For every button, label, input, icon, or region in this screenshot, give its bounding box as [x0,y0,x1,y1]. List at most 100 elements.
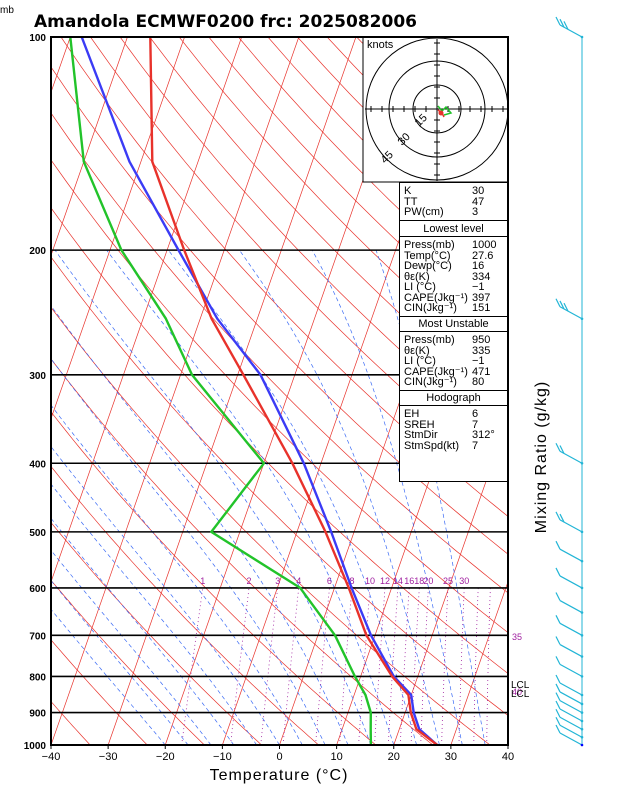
wind-barb [555,442,584,465]
wind-barb [555,615,584,637]
index-value: 80 [472,376,485,388]
mixing-ratio-label: 16 [404,576,414,586]
moist-adiabat [51,446,280,745]
wind-barb [555,298,584,321]
index-row: Press(mb) 1000 [404,240,503,251]
pressure-tick-label: 800 [29,672,46,683]
isotherm [507,743,508,745]
wind-barb [555,683,584,706]
parcel-profile [80,37,438,745]
x-tick-label: −10 [213,751,232,763]
general-indices: K 30 TT 47 PW(cm) 3 [400,183,507,220]
wind-barb [555,656,584,678]
index-row: Dewp(°C) 16 [404,261,503,272]
wind-barb [555,708,584,731]
pressure-tick-label: 600 [29,584,46,595]
moist-adiabat [51,549,212,745]
mixing-ratio-line [282,587,300,745]
index-label: Press(mb) [404,239,455,251]
mixing-ratio-label: 4 [296,576,301,586]
isotherm [450,580,508,745]
index-row: θε(K) 335 [404,345,503,357]
wind-barb [555,700,584,723]
wind-barb [555,567,584,590]
mixing-ratio-line [486,587,491,745]
lowest-level-heading: Lowest level [400,219,507,237]
pressure-tick-label: 1000 [24,741,47,752]
index-label: CIN(Jkg⁻¹) [404,376,457,388]
mixing-ratio-label: 8 [349,576,354,586]
lcl-label: LCL [511,680,530,691]
moist-adiabat [168,249,417,745]
index-row: Temp(°C) 27.6 [404,249,503,262]
pressure-unit-label: mb [0,5,14,16]
isotherm [51,37,243,583]
pressure-tick-label: 100 [29,33,46,44]
x-tick-label: 20 [388,751,400,763]
index-value: 16 [472,260,485,272]
x-tick-label: 30 [445,751,457,763]
index-label: CAPE(Jkg⁻¹) [404,291,468,304]
mixing-ratio-label: 25 [443,576,453,586]
index-row: PW(cm) 3 [404,207,503,218]
mixing-ratio-line [473,587,479,745]
pressure-tick-label: 200 [29,246,46,257]
mixing-ratio-label: 40 [512,687,522,697]
index-label: θε(K) [404,270,430,283]
x-tick-label: −40 [42,751,61,763]
pressure-tick-label: 700 [29,631,46,642]
most-unstable-table: Press(mb) 950 θε(K) 335 LI (°C) −1 CAPE(Jkg⁻¹)… [400,331,507,390]
wind-barb [555,540,584,563]
sounding-profiles [69,37,438,745]
index-label: CAPE(Jkg⁻¹) [404,365,468,378]
dry-adiabat [51,112,508,594]
mixing-ratio-axis-title: Mixing Ratio (g/kg) [533,381,550,533]
index-row: CIN(Jkg⁻¹) 80 [404,377,503,388]
dry-adiabat [51,579,205,745]
pressure-tick-label: 500 [29,528,46,539]
x-axis-title: Temperature (°C) [210,767,349,784]
lowest-level-table: Press(mb) 1000 Temp(°C) 27.6 Dewp(°C) 16 θε(K)… [400,236,507,316]
isotherm [0,37,13,745]
x-tick-label: −30 [99,751,118,763]
moist-adiabat [51,608,166,745]
plot-grid [0,37,508,745]
index-value: 3 [472,206,479,218]
index-value: 7 [472,418,479,431]
index-label: StmDir [404,429,438,441]
isotherm [51,37,185,420]
mixing-ratio-label: 35 [512,632,522,642]
lcl-label: LCL [511,689,530,700]
hodograph-units: knots [367,39,394,51]
index-row: StmSpd(kt) 7 [404,440,503,452]
moist-adiabat [51,358,326,745]
indices-panel: K 30 TT 47 PW(cm) 3 Lowest level Press(mb) 100… [399,182,508,482]
isotherm [51,37,300,745]
index-value: 950 [472,334,491,346]
dry-adiabat [60,37,508,517]
wind-barb [555,692,584,714]
index-label: LI (°C) [404,355,436,367]
index-value: 397 [472,291,491,304]
index-label: PW(cm) [404,206,444,218]
wind-barb [555,592,584,614]
pressure-tick-label: 300 [29,371,46,382]
x-tick-label: 10 [331,751,343,763]
most-unstable-heading: Most Unstable [400,315,507,332]
mixing-ratio-label: 3 [275,576,280,586]
wind-barb [555,724,584,747]
index-label: LI (°C) [404,281,436,293]
mixing-ratio-label: 30 [459,576,469,586]
index-row: SREH 7 [404,418,503,431]
dry-adiabat [51,521,262,745]
dry-adiabat [51,66,508,555]
index-row: Press(mb) 950 [404,335,503,346]
isotherm [51,37,128,257]
index-row: StmDir 312° [404,430,503,441]
dry-adiabat [51,639,148,745]
index-label: TT [404,195,418,208]
moist-adiabat [51,517,235,745]
index-label: Temp(°C) [404,249,451,262]
